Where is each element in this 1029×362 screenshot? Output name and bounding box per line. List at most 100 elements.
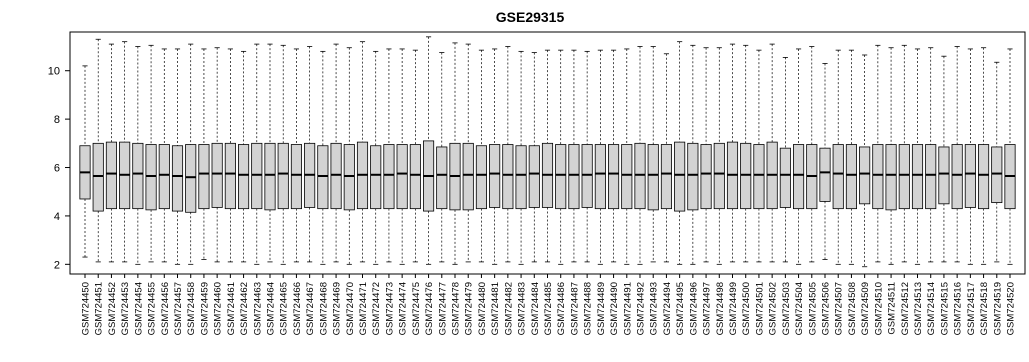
iqr-box [502,144,514,210]
x-tick-label: GSM724464 [266,282,277,335]
box-GSM724500 [740,44,752,263]
iqr-box [753,144,765,210]
box-GSM724471 [356,41,369,263]
x-tick-label: GSM724511 [887,282,898,335]
x-axis-labels: GSM724450 GSM724451 GSM724452 GSM724453 GSM7… [81,274,1017,335]
box-GSM724456 [158,48,170,263]
x-tick-label: GSM724460 [213,282,224,335]
box-GSM724513 [911,48,924,265]
x-tick-label: GSM724497 [702,282,713,335]
x-tick-label: GSM724492 [636,282,647,335]
iqr-box [793,144,805,210]
box-GSM724470 [343,47,355,265]
iqr-box [621,144,633,210]
box-GSM724455 [145,44,157,263]
chart-title: GSE29315 [496,9,565,25]
box-GSM724504 [793,48,805,265]
y-axis: 2 4 6 8 10 [48,66,70,271]
x-tick-label: GSM724507 [834,282,845,335]
x-tick-label: GSM724500 [741,282,752,335]
iqr-box [885,144,897,211]
x-tick-label: GSM724451 [94,282,105,335]
boxes-group [79,36,1016,268]
box-GSM724516 [951,46,963,263]
x-tick-label: GSM724478 [451,282,462,335]
box-GSM724517 [964,48,976,265]
box-GSM724463 [251,43,263,265]
y-tick-label: 10 [48,66,60,78]
iqr-box [132,142,144,210]
x-tick-label: GSM724491 [622,282,633,335]
x-tick-label: GSM724485 [543,282,554,335]
box-GSM724501 [753,49,765,263]
x-tick-label: GSM724452 [107,282,118,335]
x-tick-label: GSM724486 [556,282,567,335]
x-tick-label: GSM724473 [384,282,395,335]
x-tick-label: GSM724495 [675,282,686,335]
x-tick-label: GSM724462 [239,282,250,335]
box-GSM724475 [409,49,421,263]
x-tick-label: GSM724493 [649,282,660,335]
iqr-box [238,144,250,210]
x-tick-label: GSM724455 [147,282,158,335]
y-tick-label: 2 [54,259,60,271]
box-GSM724478 [449,42,461,265]
box-GSM724494 [660,53,672,263]
iqr-box [264,142,276,211]
box-GSM724459 [198,48,210,260]
x-tick-label: GSM724458 [186,282,197,335]
x-tick-label: GSM724468 [318,282,329,335]
x-tick-label: GSM724498 [715,282,726,335]
x-tick-label: GSM724490 [609,282,620,335]
x-tick-label: GSM724457 [173,282,184,335]
iqr-box [145,144,157,211]
iqr-box [489,144,501,208]
x-tick-label: GSM724499 [728,282,739,335]
iqr-box [290,144,302,210]
iqr-box [528,145,540,208]
iqr-box [898,144,910,210]
iqr-box [475,145,487,210]
x-tick-label: GSM724510 [873,282,884,335]
box-GSM724468 [317,50,329,265]
x-tick-label: GSM724509 [860,282,871,335]
x-tick-label: GSM724514 [926,282,937,335]
x-tick-label: GSM724494 [662,282,673,335]
x-tick-label: GSM724481 [490,282,501,335]
x-tick-label: GSM724518 [979,282,990,335]
y-tick-label: 8 [54,114,60,126]
x-tick-label: GSM724463 [252,282,263,335]
box-GSM724466 [290,48,302,263]
x-tick-label: GSM724503 [781,282,792,335]
box-GSM724512 [898,44,910,263]
y-tick-label: 6 [54,163,60,175]
x-tick-label: GSM724454 [133,282,144,335]
box-GSM724477 [436,52,448,263]
iqr-box [277,142,289,210]
x-tick-label: GSM724515 [939,282,950,335]
iqr-box [911,144,924,210]
box-GSM724464 [264,43,276,263]
box-GSM724467 [304,46,316,263]
x-tick-label: GSM724453 [120,282,131,335]
box-GSM724499 [726,43,739,263]
x-tick-label: GSM724502 [768,282,779,335]
iqr-box [436,146,448,210]
x-tick-label: GSM724466 [292,282,303,335]
box-GSM724515 [938,55,950,263]
box-GSM724461 [224,48,236,263]
box-GSM724508 [845,49,857,265]
iqr-box [105,141,117,210]
box-GSM724476 [423,36,435,265]
iqr-box [634,142,646,210]
iqr-box [396,144,408,210]
iqr-box [185,144,197,213]
x-tick-label: GSM724467 [305,282,316,335]
iqr-box [370,145,382,210]
box-GSM724483 [515,50,527,265]
x-tick-label: GSM724508 [847,282,858,335]
x-tick-label: GSM724483 [517,282,528,335]
box-GSM724492 [634,46,646,265]
x-tick-label: GSM724513 [913,282,924,335]
iqr-box [964,144,976,208]
